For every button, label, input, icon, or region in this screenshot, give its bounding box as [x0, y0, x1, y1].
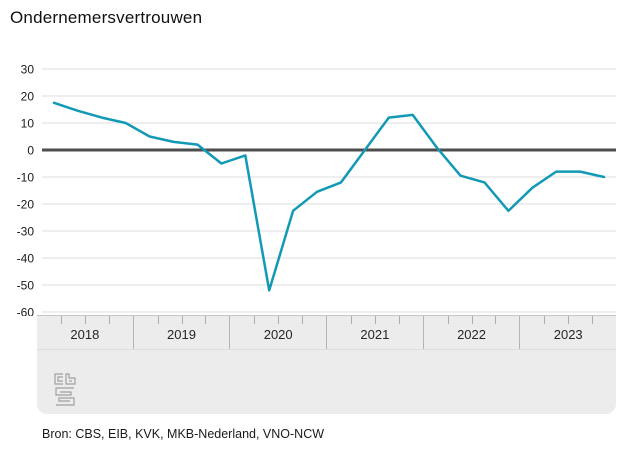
cbs-logo-glyph	[54, 373, 76, 406]
y-axis-tick-label: -30	[17, 225, 35, 239]
quarter-tick	[278, 316, 280, 324]
quarter-tick	[157, 316, 159, 324]
y-axis-tick-label: -60	[17, 306, 35, 317]
x-axis-year-cell: 2020	[230, 316, 328, 349]
x-axis-year-label: 2021	[360, 326, 390, 342]
y-axis-tick-label: 0	[27, 144, 34, 158]
x-axis-year-row: 2018 2019 2020 2021 2022 2023	[37, 316, 616, 350]
y-axis-tick-label: 20	[21, 90, 35, 104]
x-axis-year-label: 2023	[553, 326, 583, 342]
quarter-tick	[374, 316, 376, 324]
x-axis-year-cell: 2022	[424, 316, 521, 349]
x-axis-year-label: 2022	[457, 326, 486, 342]
y-axis-tick-label: 10	[21, 117, 35, 131]
y-axis-tick-label: -40	[17, 252, 35, 266]
confidence-line-series	[52, 101, 606, 292]
x-axis-year-cell: 2023	[520, 316, 616, 349]
x-axis-year-cell: 2018	[37, 316, 134, 349]
quarter-tick	[84, 316, 86, 324]
quarter-tick	[447, 316, 449, 324]
x-axis-year-label: 2019	[167, 326, 196, 342]
y-axis-tick-label: -10	[17, 171, 35, 185]
quarter-tick	[60, 316, 62, 324]
quarter-tick	[181, 316, 183, 324]
quarter-tick	[108, 316, 110, 324]
quarter-tick	[254, 316, 256, 324]
quarter-tick	[302, 316, 304, 324]
quarter-tick	[544, 316, 546, 324]
y-axis-tick-label: -20	[17, 198, 35, 212]
x-axis-year-cell: 2019	[134, 316, 231, 349]
quarter-tick	[592, 316, 594, 324]
chart-title: Ondernemersvertrouwen	[10, 8, 203, 27]
x-axis-year-cell: 2021	[327, 316, 424, 349]
quarter-tick	[471, 316, 473, 324]
x-axis-year-label: 2020	[263, 326, 293, 342]
y-axis-tick-label: 30	[21, 63, 35, 77]
cbs-logo	[53, 372, 77, 413]
y-axis-tick-label: -50	[17, 279, 35, 293]
quarter-tick	[495, 316, 497, 324]
source-text: Bron: CBS, EIB, KVK, MKB-Nederland, VNO-…	[42, 427, 325, 441]
axis-and-footer-panel: 2018 2019 2020 2021 2022 2023	[37, 315, 616, 414]
quarter-tick	[568, 316, 570, 324]
quarter-tick	[398, 316, 400, 324]
line-chart-plot-area: 30 20 10 0 -10 -20 -30 -40 -50 -60	[17, 63, 616, 317]
quarter-tick	[205, 316, 207, 324]
quarter-tick	[350, 316, 352, 324]
x-axis-year-label: 2018	[70, 326, 100, 342]
